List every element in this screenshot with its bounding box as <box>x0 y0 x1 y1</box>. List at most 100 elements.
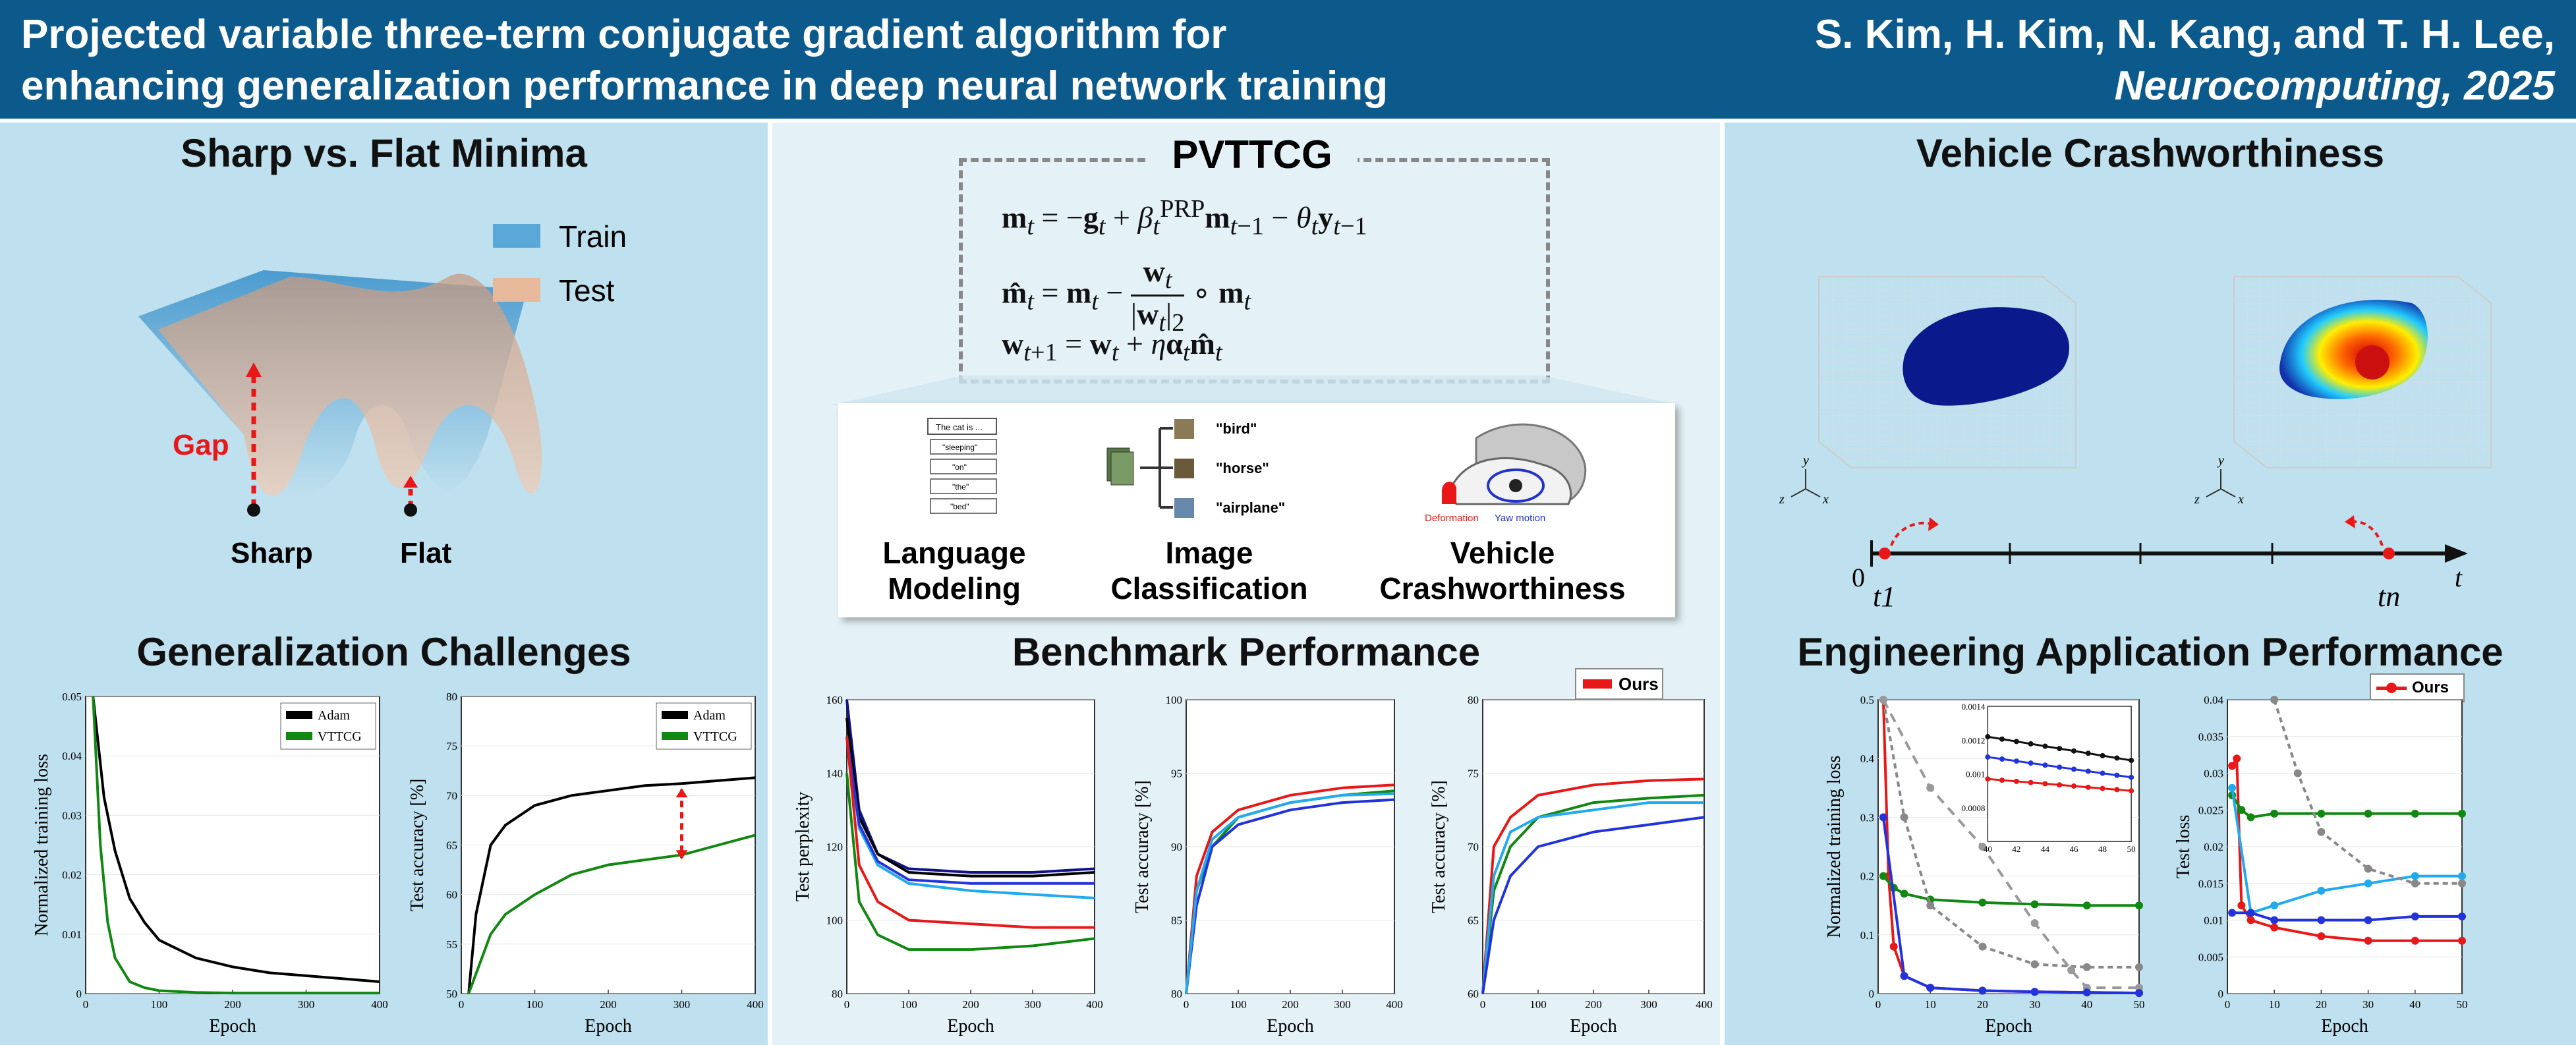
series-line-cyan <box>845 736 1095 899</box>
legend-label: Adam <box>318 708 350 723</box>
axis-y-left: y <box>1802 453 1809 468</box>
data-point <box>1978 898 1987 907</box>
legend-ours-label: Ours <box>1618 674 1659 694</box>
chart-test-accuracy-left: 50 55 60 65 70 75 80 0 100 200 300 400 Epoch Test acc… <box>407 691 764 1036</box>
lm-token-3: "the" <box>952 482 969 492</box>
data-point <box>2067 966 2076 974</box>
y-axis-label: Test accuracy [%] <box>407 779 428 912</box>
arrow-head-up <box>675 788 688 798</box>
inset-point <box>2013 739 2019 745</box>
lm-token-2: "on" <box>952 463 967 472</box>
data-point <box>1900 890 1908 898</box>
x-tick-label: 50 <box>2457 998 2468 1011</box>
label-bird: "bird" <box>1216 420 1257 437</box>
data-point <box>2228 783 2237 792</box>
x-tick-label: 20 <box>2316 998 2327 1011</box>
data-point <box>2317 916 2326 924</box>
legend-ours-swatch <box>1583 679 1612 689</box>
series-line-blue <box>845 736 1095 885</box>
y-tick-label: 60 <box>446 889 457 901</box>
x-tick-label: 200 <box>600 998 617 1011</box>
axis-y-right: y <box>2217 453 2224 468</box>
inset-point <box>2057 764 2063 770</box>
data-point <box>2135 989 2143 998</box>
data-point <box>1879 813 1887 822</box>
x-tick-label: 400 <box>747 998 764 1011</box>
data-point <box>2364 809 2372 818</box>
x-tick-label: 0 <box>459 998 465 1011</box>
y-tick-label: 0.04 <box>2204 694 2223 706</box>
data-point <box>2237 806 2246 814</box>
y-tick-label: 0.01 <box>62 928 82 941</box>
t1-label: t1 <box>1873 580 1895 613</box>
y-tick-label: 0.005 <box>2198 951 2223 963</box>
inset-point <box>2129 774 2134 780</box>
x-tick-label: 100 <box>151 998 168 1011</box>
series-line-vttcg <box>467 833 756 994</box>
engineering-title: Engineering Application Performance <box>1797 630 2504 674</box>
y-tick-label: 0.025 <box>2198 804 2223 816</box>
y-tick-label: 80 <box>446 691 457 703</box>
y-tick-label: 120 <box>826 841 844 853</box>
arrow-head-down <box>675 850 688 860</box>
image-classification-icon: "bird" "horse" "airplane" <box>1106 419 1285 518</box>
data-point <box>2411 936 2419 945</box>
y-tick-label: 0.3 <box>1860 811 1874 824</box>
inset-x-tick: 40 <box>1984 844 1992 854</box>
x-tick-label: 30 <box>2029 998 2040 1011</box>
x-tick-label: 100 <box>1230 998 1247 1011</box>
inset-point <box>2028 760 2034 766</box>
legend-swatch <box>662 711 688 719</box>
data-point <box>2317 828 2326 836</box>
x-tick-label: 0 <box>83 998 89 1011</box>
x-tick-label: 40 <box>2081 998 2092 1011</box>
data-point <box>2270 916 2279 924</box>
axis-x-left: x <box>1822 492 1829 507</box>
y-tick-label: 0 <box>76 988 82 1000</box>
app-vehicle-crashworthiness: Vehicle Crashworthiness <box>1379 536 1626 606</box>
data-point <box>2364 879 2372 888</box>
y-tick-label: 0.02 <box>2204 841 2223 853</box>
equation-3: wt+1 = wt + ηαtm̂t <box>1002 327 1222 367</box>
y-axis-label: Test accuracy [%] <box>1429 780 1449 913</box>
y-tick-label: 0.03 <box>62 809 82 822</box>
x-tick-label: 0 <box>1480 998 1486 1011</box>
data-point <box>2270 901 2279 910</box>
sharp-minimum-dot <box>247 503 260 517</box>
inset-point <box>2057 782 2063 788</box>
equation-2: m̂t = mt − wt |wt|2 ∘ mt <box>1002 254 1251 337</box>
legend-label: VTTCG <box>318 729 362 744</box>
chart-normalized-training-loss: 0 0.1 0.2 0.3 0.4 0.5 0 10 20 30 40 50 Epoch Normaliz… <box>1824 694 2145 1036</box>
inset-point <box>2013 778 2019 784</box>
y-tick-label: 80 <box>832 988 843 1000</box>
inset-point <box>2042 762 2048 768</box>
inset-y-tick: 0.0008 <box>1962 803 1986 813</box>
series-line-gray-x <box>2273 699 2462 885</box>
x-axis-label: Epoch <box>585 1016 632 1036</box>
venue: Neurocomputing, 2025 <box>2114 63 2555 109</box>
y-tick-label: 95 <box>1171 768 1182 780</box>
legend-ours-label-right: Ours <box>2412 679 2449 696</box>
title-line2: enhancing generalization performance in … <box>21 63 1388 109</box>
inset-x-tick: 46 <box>2070 844 2079 854</box>
data-point <box>2228 909 2237 917</box>
inset-point <box>1999 756 2005 762</box>
legend-swatch <box>286 732 312 740</box>
data-point <box>2364 864 2372 873</box>
header-banner: Projected variable three-term conjugate … <box>0 0 2576 119</box>
authors-block: S. Kim, H. Kim, N. Kang, and T. H. Lee, … <box>1815 9 2555 112</box>
app-language-modeling: Language Modeling <box>882 536 1026 606</box>
y-tick-label: 0.015 <box>2198 878 2223 890</box>
x-tick-label: 20 <box>1977 998 1988 1011</box>
y-axis-label: Test loss <box>2173 815 2194 879</box>
y-axis-label: Test accuracy [%] <box>1132 780 1153 913</box>
inset-point <box>2114 787 2120 793</box>
y-tick-label: 65 <box>1468 915 1479 927</box>
chart-training-loss: 0 0.01 0.02 0.03 0.04 0.05 0 100 200 300 400 Epoch N… <box>32 691 388 1036</box>
formula-title: PVTTCG <box>1147 128 1358 181</box>
x-tick-label: 400 <box>1386 998 1403 1011</box>
data-point <box>2411 879 2419 888</box>
x-axis-label: Epoch <box>947 1016 994 1036</box>
equation-1: mt = −gt + βtPRPmt−1 − θtyt−1 <box>1002 195 1367 240</box>
inset-point <box>1985 734 1991 740</box>
